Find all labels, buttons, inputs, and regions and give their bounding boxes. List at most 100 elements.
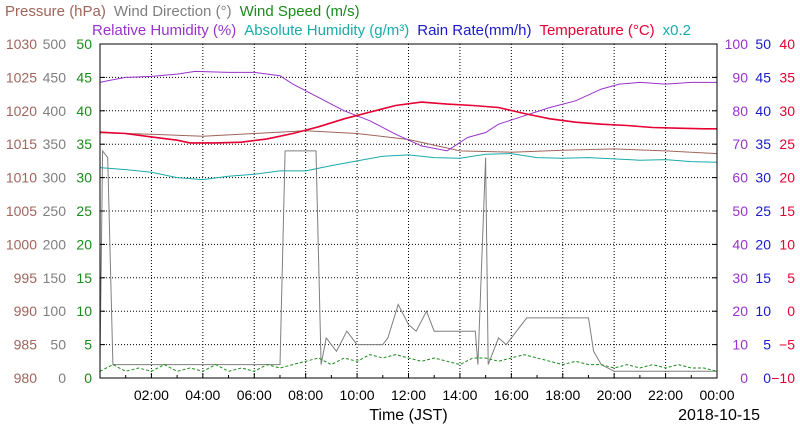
relative-humidity-tick-label: 80 [732, 103, 748, 119]
x-tick-label: 16:00 [494, 387, 529, 403]
pressure-tick-label: 1020 [6, 103, 37, 119]
wind-speed-tick-label: 20 [76, 236, 92, 252]
temperature-tick-label: 20 [779, 170, 795, 186]
pressure-tick-label: 1030 [6, 36, 37, 52]
rain-rate-tick-label: 35 [755, 136, 771, 152]
pressure-tick-label: 980 [14, 370, 38, 386]
x-tick-label: 14:00 [442, 387, 477, 403]
plot-frame [99, 43, 718, 379]
pressure-tick-label: 995 [14, 270, 38, 286]
wind-direction-tick-label: 50 [50, 337, 66, 353]
wind-direction-tick-label: 300 [43, 170, 67, 186]
pressure-line [99, 130, 718, 155]
absolute-humidity-line [99, 153, 718, 181]
temperature-tick-label: 25 [779, 136, 795, 152]
wind-direction-tick-label: 350 [43, 136, 67, 152]
legend-entry: Rain Rate(mm/h) [417, 22, 531, 39]
x-tick-label: 02:00 [134, 387, 169, 403]
rain-rate-tick-label: 45 [755, 69, 771, 85]
legend-entry: Absolute Humidity (g/m³) [244, 22, 409, 39]
x-tick-label: 12:00 [391, 387, 426, 403]
x-tick-label: 04:00 [185, 387, 220, 403]
wind-speed-line [99, 354, 718, 372]
pressure-tick-label: 1025 [6, 69, 37, 85]
pressure-tick-label: 985 [14, 337, 38, 353]
legend-entry: Temperature (°C) [539, 22, 654, 39]
x-tick-label: 22:00 [648, 387, 683, 403]
relative-humidity-tick-label: 60 [732, 170, 748, 186]
wind-speed-tick-label: 35 [76, 136, 92, 152]
rain-rate-tick-label: 0 [763, 370, 771, 386]
legend-entry: x0.2 [663, 22, 691, 39]
temperature-tick-label: 15 [779, 203, 795, 219]
wind-speed-tick-label: 45 [76, 69, 92, 85]
grid [100, 44, 717, 378]
wind-direction-tick-label: 100 [43, 303, 67, 319]
relative-humidity-tick-label: 0 [740, 370, 748, 386]
temperature-tick-label: 40 [779, 36, 795, 52]
relative-humidity-tick-label: 20 [732, 303, 748, 319]
wind-speed-tick-label: 5 [84, 337, 92, 353]
rain-rate-tick-label: 10 [755, 303, 771, 319]
x-tick-label: 06:00 [237, 387, 272, 403]
wind-speed-tick-label: 50 [76, 36, 92, 52]
wind-direction-tick-label: 450 [43, 69, 67, 85]
temperature-tick-label: 0 [787, 303, 795, 319]
relative-humidity-tick-label: 30 [732, 270, 748, 286]
pressure-tick-label: 1005 [6, 203, 37, 219]
temperature-tick-label: 5 [787, 270, 795, 286]
x-tick-label: 00:00 [699, 387, 734, 403]
wind-speed-tick-label: 15 [76, 270, 92, 286]
relative-humidity-tick-label: 50 [732, 203, 748, 219]
relative-humidity-tick-label: 10 [732, 337, 748, 353]
wind-direction-tick-label: 500 [43, 36, 67, 52]
legend-entry: Wind Speed (m/s) [240, 3, 360, 20]
temperature-tick-label: 35 [779, 69, 795, 85]
rain-rate-tick-label: 15 [755, 270, 771, 286]
temperature-line [99, 101, 717, 144]
wind-direction-tick-label: 150 [43, 270, 67, 286]
temperature-tick-label: −5 [779, 337, 795, 353]
wind-direction-tick-label: 0 [58, 370, 66, 386]
x-axis-label: Time (JST) [369, 407, 448, 424]
relative-humidity-tick-label: 70 [732, 136, 748, 152]
x-tick-label: 18:00 [545, 387, 580, 403]
pressure-tick-label: 1015 [6, 136, 37, 152]
rain-rate-tick-label: 5 [763, 337, 771, 353]
relative-humidity-tick-label: 40 [732, 236, 748, 252]
x-tick-label: 08:00 [288, 387, 323, 403]
wind-direction-tick-label: 400 [43, 103, 67, 119]
wind-direction-tick-label: 200 [43, 236, 67, 252]
x-axis: 02:00 04:00 06:00 08:00 10:00 12:00 14:00 16:00… [125, 373, 735, 403]
relative-humidity-tick-label: 100 [725, 36, 749, 52]
relative-humidity-tick-label: 90 [732, 69, 748, 85]
legend-entry: Pressure (hPa) [5, 3, 106, 20]
y-axes: 1030102510201015101010051000995990985980… [6, 36, 795, 386]
pressure-tick-label: 990 [14, 303, 38, 319]
legend-entry: Relative Humidity (%) [92, 22, 236, 39]
pressure-tick-label: 1000 [6, 236, 37, 252]
wind-direction-line [99, 149, 717, 372]
rain-rate-tick-label: 25 [755, 203, 771, 219]
wind-speed-tick-label: 10 [76, 303, 92, 319]
temperature-tick-label: −10 [771, 370, 795, 386]
relative-humidity-line [99, 70, 717, 152]
wind-direction-tick-label: 250 [43, 203, 67, 219]
rain-rate-tick-label: 30 [755, 170, 771, 186]
rain-rate-tick-label: 40 [755, 103, 771, 119]
wind-speed-tick-label: 40 [76, 103, 92, 119]
legend-entry: Wind Direction (°) [114, 3, 232, 20]
wind-speed-tick-label: 0 [84, 370, 92, 386]
wind-speed-tick-label: 25 [76, 203, 92, 219]
temperature-tick-label: 30 [779, 103, 795, 119]
wind-speed-tick-label: 30 [76, 170, 92, 186]
pressure-tick-label: 1010 [6, 170, 37, 186]
date-label: 2018-10-15 [678, 407, 760, 424]
x-tick-label: 20:00 [597, 387, 632, 403]
x-tick-label: 10:00 [340, 387, 375, 403]
rain-rate-tick-label: 50 [755, 36, 771, 52]
legend: Pressure (hPa) Wind Direction (°) Wind Spe… [5, 3, 691, 39]
temperature-tick-label: 10 [779, 236, 795, 252]
